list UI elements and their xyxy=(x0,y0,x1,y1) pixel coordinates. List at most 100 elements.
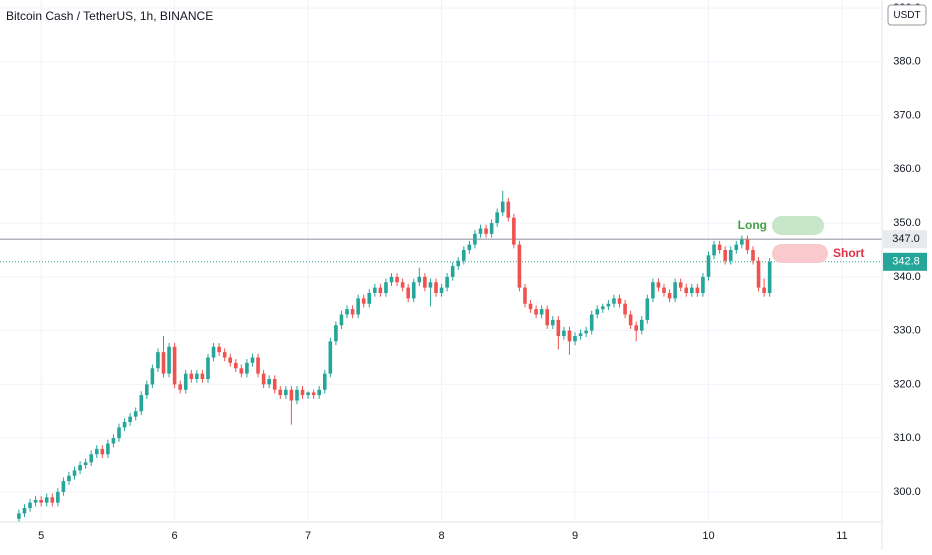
x-tick-label: 8 xyxy=(438,530,444,542)
candle-body xyxy=(617,298,622,304)
candle-body xyxy=(528,303,533,310)
candle-body xyxy=(89,454,94,463)
price-lines xyxy=(0,238,882,263)
candle-body xyxy=(222,352,227,358)
candle-body xyxy=(28,502,32,509)
candle-body xyxy=(723,249,727,261)
y-tick-label: 330.0 xyxy=(893,325,921,337)
candle-body xyxy=(639,319,644,331)
x-tick-label: 10 xyxy=(702,530,714,542)
candle-body xyxy=(245,362,249,374)
candle-body xyxy=(523,287,527,304)
short-label: Short xyxy=(833,246,864,260)
candle-body xyxy=(50,497,55,503)
candle-body xyxy=(228,357,233,363)
candle-body xyxy=(61,481,66,492)
candle-body xyxy=(756,260,761,288)
candle-body xyxy=(389,276,394,283)
long-label: Long xyxy=(738,218,767,232)
currency: USDT xyxy=(893,10,920,21)
candle-body xyxy=(762,287,766,293)
y-tick-label: 360.0 xyxy=(893,163,921,175)
candle-body xyxy=(167,346,171,374)
candle-body xyxy=(395,276,399,283)
x-tick-label: 6 xyxy=(172,530,178,542)
candle-body xyxy=(573,335,577,342)
x-tick-label: 7 xyxy=(305,530,311,542)
y-tick-label: 320.0 xyxy=(893,378,921,390)
candle-body xyxy=(634,325,639,331)
last-price-tag xyxy=(883,252,927,271)
candle-body xyxy=(150,368,155,385)
candle-body xyxy=(578,333,583,336)
candle-body xyxy=(534,309,538,315)
candle-body xyxy=(489,223,494,234)
candle-body xyxy=(111,438,116,444)
candle-body xyxy=(33,499,38,503)
candle-body xyxy=(156,352,160,369)
candle-body xyxy=(478,228,483,234)
y-tick-label: 340.0 xyxy=(893,271,921,283)
candle-body xyxy=(461,249,466,261)
candle-body xyxy=(601,306,605,310)
candle-body xyxy=(550,319,555,326)
candles xyxy=(17,190,772,523)
candle-body xyxy=(651,282,655,299)
candle-body xyxy=(745,239,750,250)
candle-body xyxy=(39,499,43,503)
candle-body xyxy=(195,373,199,380)
candle-body xyxy=(690,287,694,293)
candle-body xyxy=(284,389,288,396)
candle-body xyxy=(500,201,505,213)
x-tick-label: 5 xyxy=(38,530,44,542)
y-tick-label: 300.0 xyxy=(893,486,921,498)
y-tick-label: 380.0 xyxy=(893,56,921,68)
candle-body xyxy=(373,287,377,293)
candle-body xyxy=(595,309,600,315)
candle-body xyxy=(562,330,566,336)
candle-body xyxy=(94,448,99,455)
candle-body xyxy=(539,309,544,315)
candle-body xyxy=(712,244,716,256)
candle-body xyxy=(183,373,188,390)
candle-body xyxy=(206,357,210,380)
candle-body xyxy=(322,373,327,390)
candle-body xyxy=(350,309,355,315)
candle-body xyxy=(200,373,205,380)
candle-body xyxy=(211,346,216,358)
candle-body xyxy=(417,276,422,283)
candle-body xyxy=(356,298,360,315)
y-tick-label: 370.0 xyxy=(893,109,921,121)
y-tick-label: 350.0 xyxy=(893,217,921,229)
candle-body xyxy=(656,282,661,288)
candle-body xyxy=(678,282,683,288)
price-line-tag xyxy=(883,230,927,249)
candle-body xyxy=(328,341,333,374)
candle-body xyxy=(189,373,194,380)
candle-body xyxy=(289,389,294,401)
candle-body xyxy=(17,513,21,519)
candle-body xyxy=(83,462,88,466)
candle-body xyxy=(311,392,316,396)
candle-body xyxy=(673,282,677,299)
candle-body xyxy=(384,282,388,293)
x-tick-label: 9 xyxy=(572,530,578,542)
candle-body xyxy=(256,357,260,374)
candle-body xyxy=(172,346,177,385)
candle-body xyxy=(250,357,255,363)
candle-body xyxy=(517,244,522,288)
x-tick-label: 11 xyxy=(836,530,847,542)
candle-body xyxy=(72,470,77,476)
candle-body xyxy=(467,244,472,250)
candle-body xyxy=(428,282,433,288)
chart-title: Bitcoin Cash / TetherUS, 1h, BINANCE xyxy=(6,9,213,23)
short-pill xyxy=(772,244,828,263)
currency-box[interactable] xyxy=(887,4,927,26)
candle-body xyxy=(367,292,372,304)
candle-body xyxy=(767,261,772,293)
candle-body xyxy=(556,319,561,336)
y-tick-label: 310.0 xyxy=(893,432,921,444)
candle-body xyxy=(44,497,49,503)
candle-body xyxy=(295,389,299,401)
